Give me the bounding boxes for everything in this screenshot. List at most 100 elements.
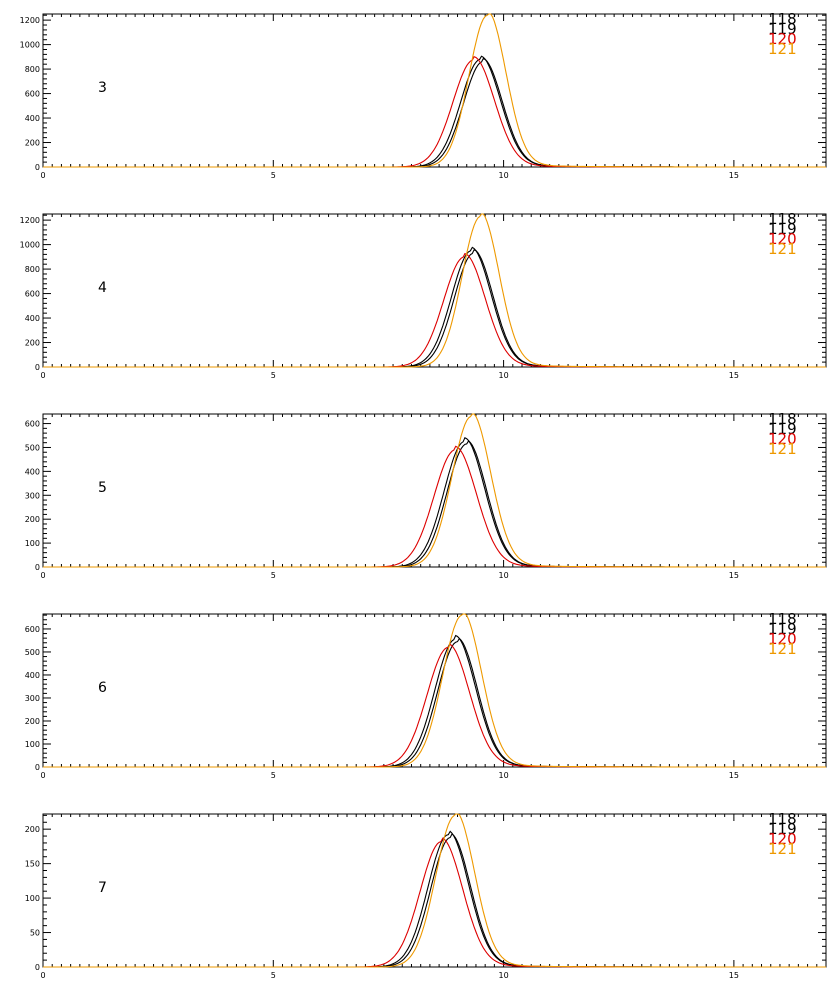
x-tick-label: 15: [729, 371, 739, 380]
y-tick-label: 100: [25, 740, 40, 749]
legend-entry-120: 120: [768, 630, 797, 648]
plot-frame: [42, 613, 827, 768]
panel-label: 7: [98, 880, 107, 896]
x-tick-label: 5: [271, 571, 276, 580]
legend-entry-118: 118: [768, 210, 797, 228]
series-line-121: [43, 213, 826, 368]
y-tick-label: 400: [25, 114, 40, 123]
y-tick-label: 0: [35, 963, 40, 972]
legend-entry-118: 118: [768, 410, 797, 428]
x-tick-label: 5: [271, 171, 276, 180]
y-tick-label: 500: [25, 443, 40, 452]
plot-frame: [42, 413, 827, 568]
legend-entry-121: 121: [768, 440, 797, 458]
y-tick-label: 600: [25, 290, 40, 299]
series-line-119: [43, 246, 826, 368]
series-line-118: [43, 440, 826, 568]
legend-entry-119: 119: [768, 220, 797, 238]
legend-entry-121: 121: [768, 840, 797, 858]
series-line-118: [43, 57, 826, 168]
y-tick-label: 800: [25, 265, 40, 274]
y-tick-label: 400: [25, 314, 40, 323]
x-tick-label: 10: [498, 371, 508, 380]
panel-label: 3: [98, 80, 107, 96]
y-tick-label: 50: [30, 929, 40, 938]
y-tick-label: 200: [25, 825, 40, 834]
x-tick-label: 5: [271, 371, 276, 380]
plot-frame: [42, 813, 827, 968]
y-tick-label: 150: [25, 860, 40, 869]
series-line-120: [43, 252, 826, 368]
series-line-120: [43, 837, 826, 968]
y-tick-label: 200: [25, 515, 40, 524]
plot-frame: [42, 13, 827, 168]
y-tick-label: 600: [25, 90, 40, 99]
y-tick-label: 400: [25, 671, 40, 680]
legend-entry-121: 121: [768, 40, 797, 58]
series-line-118: [43, 249, 826, 368]
legend-entry-119: 119: [768, 620, 797, 638]
y-tick-label: 1200: [20, 216, 40, 225]
x-tick-label: 10: [498, 171, 508, 180]
y-tick-label: 300: [25, 491, 40, 500]
legend-entry-120: 120: [768, 230, 797, 248]
series-line-119: [43, 55, 826, 168]
series-line-120: [43, 643, 826, 768]
series-line-121: [43, 613, 826, 768]
legend-entry-118: 118: [768, 10, 797, 28]
y-tick-label: 100: [25, 539, 40, 548]
x-tick-label: 0: [40, 571, 45, 580]
series-line-118: [43, 637, 826, 768]
panel-label: 4: [98, 280, 107, 296]
y-tick-label: 300: [25, 694, 40, 703]
y-tick-label: 1200: [20, 16, 40, 25]
series-line-121: [43, 13, 826, 168]
y-tick-label: 200: [25, 717, 40, 726]
legend-entry-119: 119: [768, 420, 797, 438]
y-tick-label: 800: [25, 65, 40, 74]
x-tick-label: 0: [40, 771, 45, 780]
series-line-121: [43, 413, 826, 568]
plot-frame: [42, 213, 827, 368]
y-tick-label: 500: [25, 648, 40, 657]
legend-entry-118: 118: [768, 610, 797, 628]
legend-entry-120: 120: [768, 30, 797, 48]
legend-entry-121: 121: [768, 640, 797, 658]
x-tick-label: 0: [40, 371, 45, 380]
series-line-121: [43, 813, 826, 968]
x-tick-label: 10: [498, 771, 508, 780]
legend-entry-118: 118: [768, 810, 797, 828]
y-tick-label: 200: [25, 339, 40, 348]
x-tick-label: 15: [729, 771, 739, 780]
legend-entry-119: 119: [768, 20, 797, 38]
y-tick-label: 1000: [20, 241, 40, 250]
series-line-119: [43, 830, 826, 968]
x-tick-label: 15: [729, 571, 739, 580]
legend-entry-119: 119: [768, 820, 797, 838]
y-tick-label: 0: [35, 563, 40, 572]
y-tick-label: 0: [35, 763, 40, 772]
y-tick-label: 600: [25, 625, 40, 634]
x-tick-label: 15: [729, 971, 739, 980]
y-tick-label: 1000: [20, 41, 40, 50]
series-line-118: [43, 833, 826, 968]
y-tick-label: 600: [25, 420, 40, 429]
y-tick-label: 0: [35, 163, 40, 172]
x-tick-label: 5: [271, 971, 276, 980]
legend-entry-120: 120: [768, 430, 797, 448]
x-tick-label: 0: [40, 971, 45, 980]
series-line-120: [43, 55, 826, 168]
panel-label: 5: [98, 480, 107, 496]
legend-entry-120: 120: [768, 830, 797, 848]
series-line-120: [43, 445, 826, 568]
x-tick-label: 5: [271, 771, 276, 780]
x-tick-label: 15: [729, 171, 739, 180]
y-tick-label: 400: [25, 467, 40, 476]
panel-label: 6: [98, 680, 107, 696]
